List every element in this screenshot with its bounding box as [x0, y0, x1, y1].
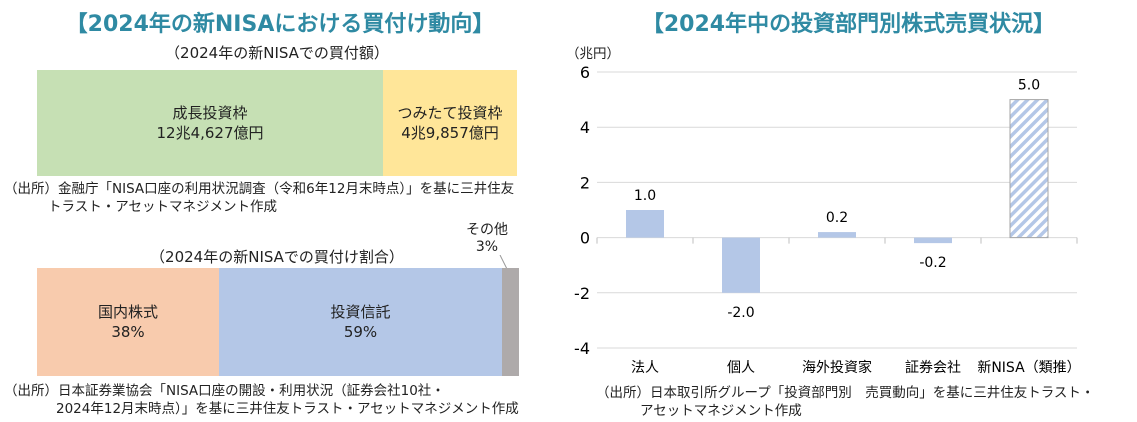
segment-label: つみたて投資枠	[397, 104, 503, 122]
bar-chart: 6 4 2 0 -2 -4 1.0 法人 -2.0 個人 0.2 海外投資家 -0.2 証券会社 5.0 新N…	[574, 63, 1081, 376]
segment-value: 12兆4,627億円	[156, 124, 264, 142]
y-tick-label: 2	[580, 173, 590, 192]
ratio-subtitle: （2024年の新NISAでの買付け割合）	[150, 248, 404, 266]
source-line: （出所）日本取引所グループ「投資部門別 売買動向」を基に三井住友トラスト・	[596, 385, 1095, 401]
segment-growth: 成長投資枠 12兆4,627億円	[37, 70, 383, 176]
left-title: 【2024年の新NISAにおける買付け動向】	[65, 12, 495, 37]
y-tick-label: -4	[574, 339, 590, 358]
segment-label: 成長投資枠	[172, 104, 248, 122]
x-category-label: 海外投資家	[802, 359, 872, 376]
data-label: 5.0	[1018, 78, 1040, 94]
chart-title: 【2024年中の投資部門別株式売買状況】	[641, 12, 1056, 37]
bar	[914, 237, 952, 244]
data-label: 0.2	[826, 210, 848, 226]
source-line: トラスト・アセットマネジメント作成	[48, 199, 277, 215]
ratio-source: （出所）日本証券業協会「NISA口座の開設・利用状況（証券会社10社・ 2024年…	[4, 382, 519, 418]
segment-domestic-stocks: 国内株式 38%	[37, 268, 219, 376]
source-line: （出所）金融庁「NISA口座の利用状況調査（令和6年12月末時点）」を基に三井住…	[4, 181, 515, 197]
other-label: その他 3%	[462, 222, 512, 256]
data-label: 1.0	[634, 188, 656, 204]
x-category-label: 証券会社	[905, 360, 961, 376]
x-category-label: 法人	[631, 360, 659, 376]
segment-investment-trusts: 投資信託 59%	[219, 268, 502, 376]
segment-tsumitate: つみたて投資枠 4兆9,857億円	[383, 70, 517, 176]
bar	[818, 232, 856, 238]
segment-label: 国内株式	[97, 303, 158, 321]
segment-value: 4兆9,857億円	[401, 124, 499, 142]
amount-source: （出所）金融庁「NISA口座の利用状況調査（令和6年12月末時点）」を基に三井住…	[4, 180, 514, 216]
source-line: （出所）日本証券業協会「NISA口座の開設・利用状況（証券会社10社・	[4, 383, 445, 399]
source-line: 2024年12月末時点）」を基に三井住友トラスト・アセットマネジメント作成	[56, 401, 519, 417]
segment-value: 59%	[343, 323, 378, 341]
bar	[1009, 99, 1049, 239]
data-label: -0.2	[919, 255, 946, 271]
segment-value: 38%	[111, 323, 145, 341]
x-category-label: 新NISA（類推）	[977, 360, 1080, 376]
bar	[626, 210, 664, 238]
y-axis-unit: （兆円）	[566, 46, 620, 62]
chart-source: （出所）日本取引所グループ「投資部門別 売買動向」を基に三井住友トラスト・アセッ…	[596, 384, 1094, 420]
x-category-label: 個人	[727, 360, 755, 376]
segment-value: 3%	[475, 239, 499, 255]
segment-label: 投資信託	[330, 303, 391, 321]
leader-line	[499, 255, 508, 270]
y-tick-label: -2	[574, 284, 590, 303]
data-label: -2.0	[727, 305, 754, 321]
y-tick-label: 6	[580, 63, 590, 82]
y-tick-label: 0	[580, 229, 590, 248]
y-tick-label: 4	[580, 118, 590, 137]
bar	[722, 237, 760, 293]
source-line: アセットマネジメント作成	[640, 403, 802, 419]
amount-subtitle: （2024年の新NISAでの買付額）	[165, 44, 389, 62]
segment-label: その他	[466, 222, 508, 238]
segment-other	[502, 268, 519, 376]
